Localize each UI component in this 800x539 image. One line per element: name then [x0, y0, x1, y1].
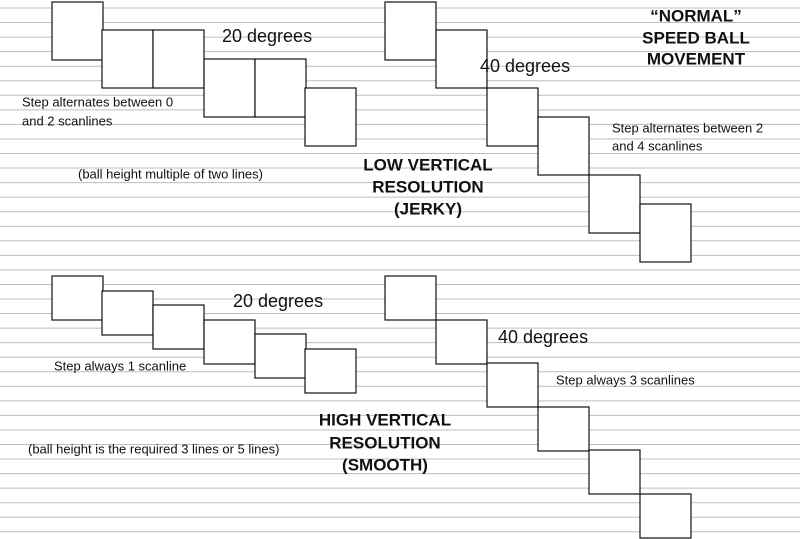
ball-square	[152, 29, 205, 89]
step-note: Step always 3 scanlines	[556, 372, 695, 387]
heading: RESOLUTION	[372, 177, 483, 196]
heading: LOW VERTICAL	[363, 155, 492, 174]
ball-square	[486, 362, 539, 408]
heading: “NORMAL”	[650, 6, 742, 25]
heading: (SMOOTH)	[342, 455, 428, 474]
ball-square	[304, 87, 357, 147]
step-note: and 2 scanlines	[22, 113, 113, 128]
ball-square	[203, 58, 256, 118]
heading: (JERKY)	[394, 199, 462, 218]
ball-square	[254, 58, 307, 118]
ball-square	[435, 319, 488, 365]
ball-square	[537, 406, 590, 452]
step-note: Step alternates between 2	[612, 120, 763, 135]
height-note: (ball height is the required 3 lines or …	[28, 441, 279, 456]
ball-squares	[51, 1, 692, 539]
ball-square	[51, 1, 104, 61]
heading: MOVEMENT	[647, 49, 746, 68]
ball-square	[384, 1, 437, 61]
heading: RESOLUTION	[329, 433, 440, 452]
angle-label: 40 degrees	[498, 327, 588, 347]
angle-label: 20 degrees	[222, 26, 312, 46]
heading: SPEED BALL	[642, 28, 750, 47]
ball-square	[639, 493, 692, 539]
ball-square	[435, 29, 488, 89]
ball-square	[588, 174, 641, 234]
ball-square	[486, 87, 539, 147]
ball-square	[254, 333, 307, 379]
ball-square	[101, 29, 154, 89]
heading: HIGH VERTICAL	[319, 410, 451, 429]
ball-square	[537, 116, 590, 176]
ball-square	[203, 319, 256, 365]
ball-square	[639, 203, 692, 263]
ball-square	[152, 304, 205, 350]
ball-square	[304, 348, 357, 394]
step-note: and 4 scanlines	[612, 138, 703, 153]
ball-square	[51, 275, 104, 321]
step-note: Step alternates between 0	[22, 94, 173, 109]
ball-square	[101, 290, 154, 336]
angle-label: 20 degrees	[233, 291, 323, 311]
step-note: Step always 1 scanline	[54, 358, 186, 373]
height-note: (ball height multiple of two lines)	[78, 166, 263, 181]
angle-label: 40 degrees	[480, 56, 570, 76]
ball-square	[384, 275, 437, 321]
ball-square	[588, 449, 641, 495]
